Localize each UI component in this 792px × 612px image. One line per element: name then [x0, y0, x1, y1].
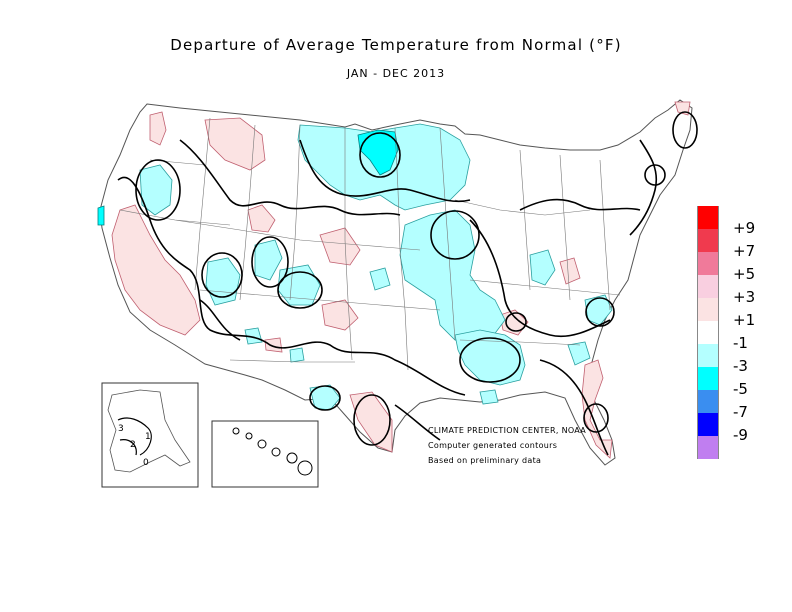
cold-anomaly-regions	[97, 129, 399, 226]
alaska-label-0: 0	[143, 458, 149, 468]
legend-label: +1	[733, 311, 756, 329]
legend-label: +3	[733, 288, 756, 306]
state-boundaries	[119, 117, 621, 371]
legend-swatch	[697, 229, 719, 252]
legend-swatch	[697, 436, 719, 459]
contour-lines	[117, 139, 658, 456]
legend-swatch	[697, 275, 719, 298]
credit-data-note: Based on preliminary data	[428, 456, 542, 465]
legend-swatch	[697, 321, 719, 344]
legend-label: +9	[733, 219, 756, 237]
alaska-label-2: 2	[130, 440, 136, 450]
legend-label: -3	[733, 357, 748, 375]
legend-swatch	[697, 344, 719, 367]
legend-swatch	[697, 206, 719, 229]
us-outline	[99, 99, 693, 466]
legend-label: +5	[733, 265, 756, 283]
warm-anomaly-regions	[111, 101, 691, 459]
alaska-label-1: 1	[145, 432, 151, 442]
map-subtitle: JAN - DEC 2013	[346, 67, 446, 80]
legend-swatch	[697, 252, 719, 275]
cool-anomaly-regions	[139, 123, 613, 411]
legend-label: -7	[733, 403, 748, 421]
legend-label: -5	[733, 380, 748, 398]
hawaii-inset	[211, 420, 319, 488]
credit-method: Computer generated contours	[428, 441, 558, 450]
credit-agency: CLIMATE PREDICTION CENTER, NOAA	[428, 426, 587, 435]
contour-loops	[135, 111, 698, 446]
alaska-inset	[101, 382, 199, 488]
legend-swatch	[697, 413, 719, 436]
legend-label: -1	[733, 334, 748, 352]
legend-label: +7	[733, 242, 756, 260]
legend-label: -9	[733, 426, 748, 444]
alaska-label-3: 3	[118, 424, 124, 434]
color-legend	[697, 206, 719, 459]
legend-swatch	[697, 298, 719, 321]
map-title: Departure of Average Temperature from No…	[170, 36, 622, 54]
legend-swatch	[697, 367, 719, 390]
legend-swatch	[697, 390, 719, 413]
